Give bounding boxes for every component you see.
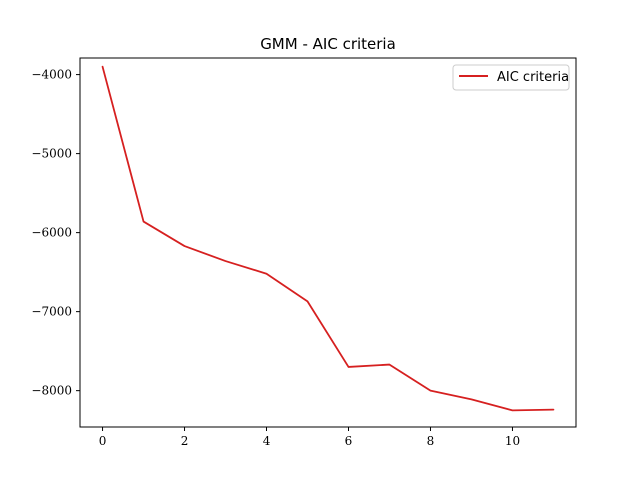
chart-title: GMM - AIC criteria [260, 35, 396, 53]
legend-label-aic-criteria: AIC criteria [497, 70, 569, 85]
series-layer [101, 65, 555, 412]
y-tick-label: −7000 [31, 305, 72, 319]
x-tick-label: 0 [99, 434, 107, 448]
x-tick-label: 4 [263, 434, 271, 448]
plot-area [79, 57, 577, 428]
y-axis-ticks: −4000 −5000 −6000 −7000 −8000 [31, 68, 80, 398]
x-axis-ticks: 0 2 4 6 8 10 [99, 427, 520, 448]
y-tick-label: −4000 [31, 68, 72, 82]
series-line-aic-criteria [101, 65, 555, 412]
x-tick-label: 6 [345, 434, 353, 448]
legend-box [452, 64, 570, 91]
legend: AIC criteria [452, 64, 570, 91]
x-tick-label: 8 [427, 434, 435, 448]
axes-frame [79, 57, 577, 428]
y-tick-label: −6000 [31, 226, 72, 240]
x-tick-label: 2 [181, 434, 189, 448]
x-tick-label: 10 [505, 434, 520, 448]
y-tick-label: −8000 [31, 384, 72, 398]
y-tick-label: −5000 [31, 147, 72, 161]
